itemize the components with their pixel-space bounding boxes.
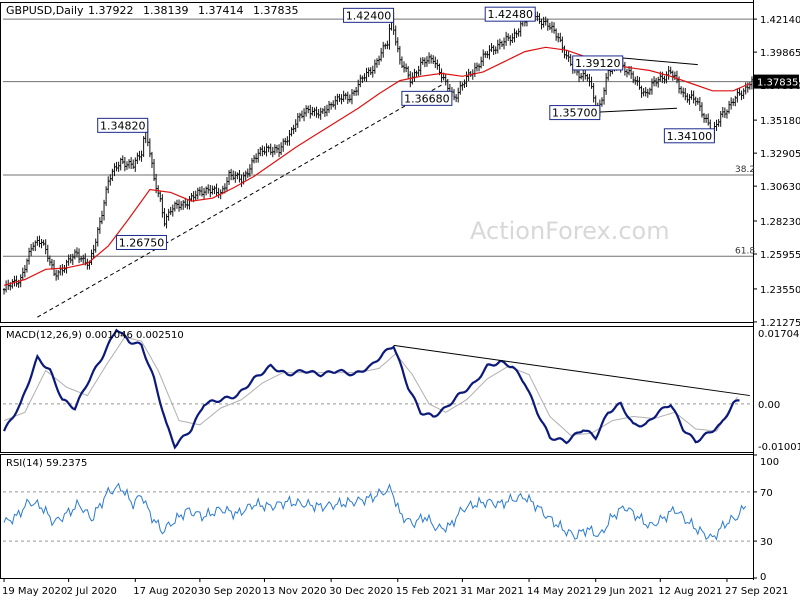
rsi-axis: 100 70 30 0 [753,454,779,583]
time-tick-label: 2 Jul 2020 [67,586,117,597]
panel-frame-1 [0,326,754,453]
price-callout: 1.35700 [549,105,601,121]
price-callout: 1.42480 [484,6,536,22]
callout-box [97,117,149,133]
rsi-tick-label: 30 [760,537,773,548]
macd-main-line [2,328,740,450]
macd-tick-label: -0.010013 [758,442,800,453]
rsi-tick-label: 100 [760,457,779,468]
callout-box [572,55,624,71]
rsi-line [3,482,747,541]
current-price-box [754,74,799,89]
price-callout: 1.26750 [115,234,167,250]
time-tick-label: 17 Aug 2020 [133,586,197,597]
time-tick-label: 31 Mar 2021 [460,586,523,597]
fib-label-61.8: 61.8 [735,246,755,256]
callout-box [663,128,715,144]
ohlc-low: 1.37414 [198,4,244,17]
trendline-1 [587,107,677,114]
callout-label: 1.42480 [487,8,533,21]
trendline-0 [37,84,442,318]
callout-box [115,234,167,250]
price-callout: 1.42400 [343,7,395,23]
moving-average-group [3,46,751,286]
rsi-series [3,482,747,541]
price-tick-label: 1.25955 [760,250,800,261]
callout-box [401,90,453,106]
price-tick-label: 1.35180 [760,116,800,127]
macd-trendline-0 [393,344,750,397]
macd-trendline [393,344,750,397]
macd-tick-label: 0.017047 [758,329,800,340]
rsi-title: RSI(14) 59.2375 [6,458,87,469]
main-header: GBPUSD,Daily 1.37922 1.38139 1.37414 1.3… [6,4,299,17]
price-tick-label: 1.30630 [760,182,800,193]
time-tick-label: 13 Nov 2020 [262,586,326,597]
time-tick-label: 27 Sep 2021 [725,586,788,597]
time-tick-label: 19 May 2020 [2,586,67,597]
price-callout: 1.34820 [97,117,149,133]
price-callout: 1.39120 [572,55,624,71]
price-tick-label: 1.23550 [760,285,800,296]
price-tick-label: 1.32905 [760,149,800,160]
callout-label: 1.35700 [552,107,598,120]
current-price-label: 1.37835 [757,78,798,89]
ohlc-close: 1.37835 [253,4,299,17]
panel-frames [0,0,754,580]
rsi-tick-label: 0 [760,572,766,583]
time-tick-label: 30 Dec 2020 [329,586,393,597]
callout-label: 1.26750 [119,236,165,249]
callout-box [549,105,601,121]
moving-average-line [3,46,751,286]
watermark: ActionForex.com [470,217,670,245]
macd-series [2,328,740,450]
price-tick-label: 1.21275 [760,318,800,329]
ohlc-open: 1.37922 [88,4,134,17]
time-tick-label: 29 Jun 2021 [594,586,654,597]
callout-label: 1.39120 [575,57,621,70]
time-tick-label: 12 Aug 2021 [658,586,722,597]
time-tick-label: 30 Sep 2020 [198,586,261,597]
macd-title: MACD(12,26,9) 0.001046 0.002510 [6,330,184,341]
ohlc-high: 1.38139 [143,4,189,17]
macd-axis: 0.017047 0.00 -0.010013 [758,329,800,453]
callout-box [343,7,395,23]
macd-tick-label: 0.00 [758,400,780,411]
time-axis: 19 May 2020 2 Jul 2020 17 Aug 2020 30 Sep 2… [2,578,788,597]
ohlc-bar [750,76,754,90]
panel-frame-0 [0,2,754,323]
price-tick-label: 1.39865 [760,48,800,59]
callout-label: 1.34820 [100,119,146,132]
callout-label: 1.34100 [667,130,713,143]
price-callouts: 1.34820 1.26750 1.42400 1.36680 1.42480 1.391… [97,6,715,250]
panel-frame-2 [0,454,754,579]
price-callout: 1.34100 [663,128,715,144]
symbol-label: GBPUSD,Daily [6,4,84,17]
fib-label-38.2: 38.2 [735,165,755,175]
callout-label: 1.42400 [346,9,392,22]
price-callout: 1.36680 [401,90,453,106]
price-tick-label: 1.42140 [760,15,800,26]
price-axis: 1.421401.398651.375901.351801.329051.306… [753,15,800,329]
callout-label: 1.36680 [404,92,450,105]
time-tick-label: 14 May 2021 [527,586,592,597]
price-tick-label: 1.28230 [760,217,800,228]
rsi-tick-label: 70 [760,488,773,499]
time-tick-label: 15 Feb 2021 [396,586,458,597]
callout-box [484,6,536,22]
price-bars [2,8,754,295]
